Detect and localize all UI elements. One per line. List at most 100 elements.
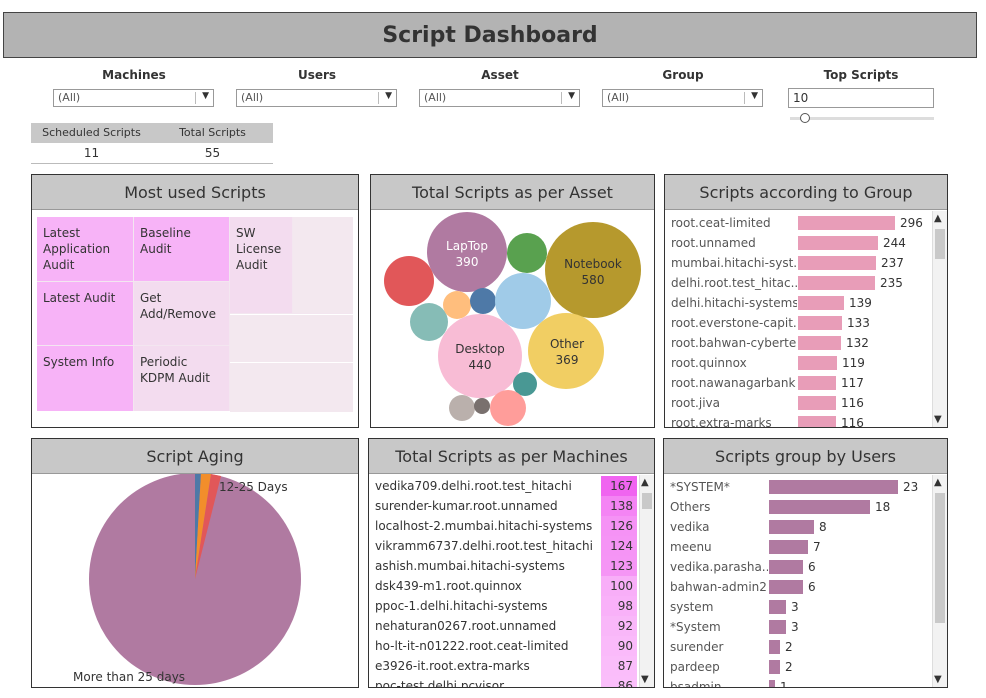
user-row-label[interactable]: *System xyxy=(670,620,721,634)
machine-row-label[interactable]: surender-kumar.root.unnamed xyxy=(375,499,558,513)
bubble-unlabeled[interactable] xyxy=(470,288,496,314)
group-row-label[interactable]: root.nawanagarbank xyxy=(671,376,796,390)
scroll-up-icon[interactable]: ▲ xyxy=(934,213,942,224)
user-row-label[interactable]: vedika.parasha.. xyxy=(670,560,768,574)
group-bar[interactable] xyxy=(798,416,836,427)
user-row-label[interactable]: Others xyxy=(670,500,711,514)
treemap-tile[interactable]: Baseline Audit xyxy=(134,217,229,281)
user-row-label[interactable]: bahwan-admin2 xyxy=(670,580,767,594)
group-bar[interactable] xyxy=(798,296,844,310)
user-bar[interactable] xyxy=(769,620,786,634)
treemap-tile[interactable]: Latest Audit xyxy=(37,282,133,345)
treemap-tile[interactable]: Latest Application Audit xyxy=(37,217,133,281)
scroll-down-icon[interactable]: ▼ xyxy=(934,674,942,685)
machines-scrollbar[interactable]: ▲ ▼ xyxy=(639,475,654,687)
group-row-label[interactable]: root.quinnox xyxy=(671,356,747,370)
bubble-unlabeled[interactable] xyxy=(495,273,551,329)
user-bar[interactable] xyxy=(769,640,780,654)
scroll-down-icon[interactable]: ▼ xyxy=(641,674,649,685)
machine-row-label[interactable]: localhost-2.mumbai.hitachi-systems xyxy=(375,519,593,533)
pie-slice[interactable] xyxy=(195,474,201,579)
user-row-label[interactable]: vedika xyxy=(670,520,710,534)
user-bar[interactable] xyxy=(769,580,803,594)
group-bar[interactable] xyxy=(798,276,875,290)
bubble-unlabeled[interactable] xyxy=(410,303,448,341)
filter-group-select[interactable]: (All) ▼ xyxy=(602,89,763,107)
group-row-label[interactable]: root.jiva xyxy=(671,396,720,410)
group-row-label[interactable]: delhi.root.test_hitac.. xyxy=(671,276,797,290)
top-scripts-slider-track[interactable] xyxy=(790,117,934,120)
group-bar[interactable] xyxy=(798,236,878,250)
group-row-label[interactable]: mumbai.hitachi-syst.. xyxy=(671,256,797,270)
group-bar[interactable] xyxy=(798,316,842,330)
bubble-unlabeled[interactable] xyxy=(474,398,490,414)
treemap-tile[interactable]: System Info xyxy=(37,346,133,411)
bubble-desktop[interactable] xyxy=(438,314,522,398)
top-scripts-input[interactable]: 10 xyxy=(788,88,934,108)
user-bar[interactable] xyxy=(769,540,808,554)
machine-row-label[interactable]: ho-lt-it-n01222.root.ceat-limited xyxy=(375,639,569,653)
group-bar[interactable] xyxy=(798,216,895,230)
user-bar[interactable] xyxy=(769,660,780,674)
user-bar[interactable] xyxy=(769,600,786,614)
bubble-laptop[interactable] xyxy=(427,212,507,292)
user-row-label[interactable]: pardeep xyxy=(670,660,720,674)
machine-row-label[interactable]: dsk439-m1.root.quinnox xyxy=(375,579,522,593)
user-row-label[interactable]: meenu xyxy=(670,540,712,554)
group-bar[interactable] xyxy=(798,356,837,370)
user-row-label[interactable]: system xyxy=(670,600,714,614)
machine-row-label[interactable]: poc-test.delhi.pcvisor xyxy=(375,679,505,688)
machine-row-label[interactable]: ppoc-1.delhi.hitachi-systems xyxy=(375,599,548,613)
user-bar[interactable] xyxy=(769,520,814,534)
group-row-label[interactable]: root.everstone-capit.. xyxy=(671,316,797,330)
bubble-unlabeled[interactable] xyxy=(507,233,547,273)
bubble-unlabeled[interactable] xyxy=(384,256,434,306)
users-scrollbar[interactable]: ▲ ▼ xyxy=(932,475,947,687)
group-bar[interactable] xyxy=(798,256,876,270)
scroll-down-icon[interactable]: ▼ xyxy=(934,414,942,425)
bubble-other[interactable] xyxy=(528,313,604,389)
pie-slice-12-25-days[interactable] xyxy=(195,474,221,579)
scroll-thumb[interactable] xyxy=(642,493,652,509)
machine-row-label[interactable]: vikramm6737.delhi.root.test_hitachi xyxy=(375,539,593,553)
group-row-label[interactable]: delhi.hitachi-systems xyxy=(671,296,797,310)
scroll-thumb[interactable] xyxy=(935,229,945,259)
machine-row-label[interactable]: nehaturan0267.root.unnamed xyxy=(375,619,557,633)
top-scripts-slider-thumb[interactable] xyxy=(800,113,810,123)
pie-slice-more-than-25-days[interactable] xyxy=(89,474,301,685)
treemap-tile[interactable]: Periodic KDPM Audit xyxy=(134,346,229,411)
bubble-chart: LapTop 390 Notebook 580 Desktop 440 Othe… xyxy=(384,212,641,426)
user-bar[interactable] xyxy=(769,480,898,494)
group-row-label[interactable]: root.bahwan-cybertek xyxy=(671,336,797,350)
group-row-label[interactable]: root.unnamed xyxy=(671,236,756,250)
filter-asset-select[interactable]: (All) ▼ xyxy=(419,89,580,107)
bubble-unlabeled[interactable] xyxy=(490,390,526,426)
user-bar[interactable] xyxy=(769,680,775,687)
bubble-unlabeled[interactable] xyxy=(443,291,471,319)
bubble-unlabeled[interactable] xyxy=(449,395,475,421)
filter-users-select[interactable]: (All) ▼ xyxy=(236,89,397,107)
machine-row-label[interactable]: e3926-it.root.extra-marks xyxy=(375,659,530,673)
group-scrollbar[interactable]: ▲ ▼ xyxy=(932,211,947,427)
machine-row-label[interactable]: ashish.mumbai.hitachi-systems xyxy=(375,559,565,573)
user-row-label[interactable]: bsadmin xyxy=(670,680,722,688)
group-bar[interactable] xyxy=(798,396,836,410)
scroll-up-icon[interactable]: ▲ xyxy=(641,477,649,488)
treemap-tile[interactable]: SW License Audit xyxy=(230,217,292,313)
bubble-notebook[interactable] xyxy=(545,222,641,318)
bubble-unlabeled[interactable] xyxy=(513,372,537,396)
scroll-thumb[interactable] xyxy=(935,493,945,623)
group-bar[interactable] xyxy=(798,376,836,390)
user-bar[interactable] xyxy=(769,560,803,574)
group-bar[interactable] xyxy=(798,336,841,350)
scroll-up-icon[interactable]: ▲ xyxy=(934,477,942,488)
user-bar[interactable] xyxy=(769,500,870,514)
user-row-label[interactable]: surender xyxy=(670,640,724,654)
group-row-label[interactable]: root.extra-marks xyxy=(671,416,772,428)
user-row-label[interactable]: *SYSTEM* xyxy=(670,480,730,494)
group-row-label[interactable]: root.ceat-limited xyxy=(671,216,771,230)
filter-machines-select[interactable]: (All) ▼ xyxy=(53,89,214,107)
machine-row-label[interactable]: vedika709.delhi.root.test_hitachi xyxy=(375,479,572,493)
treemap-tile[interactable]: Get Add/Remove xyxy=(134,282,229,345)
machine-row-value: 167 xyxy=(601,476,637,496)
